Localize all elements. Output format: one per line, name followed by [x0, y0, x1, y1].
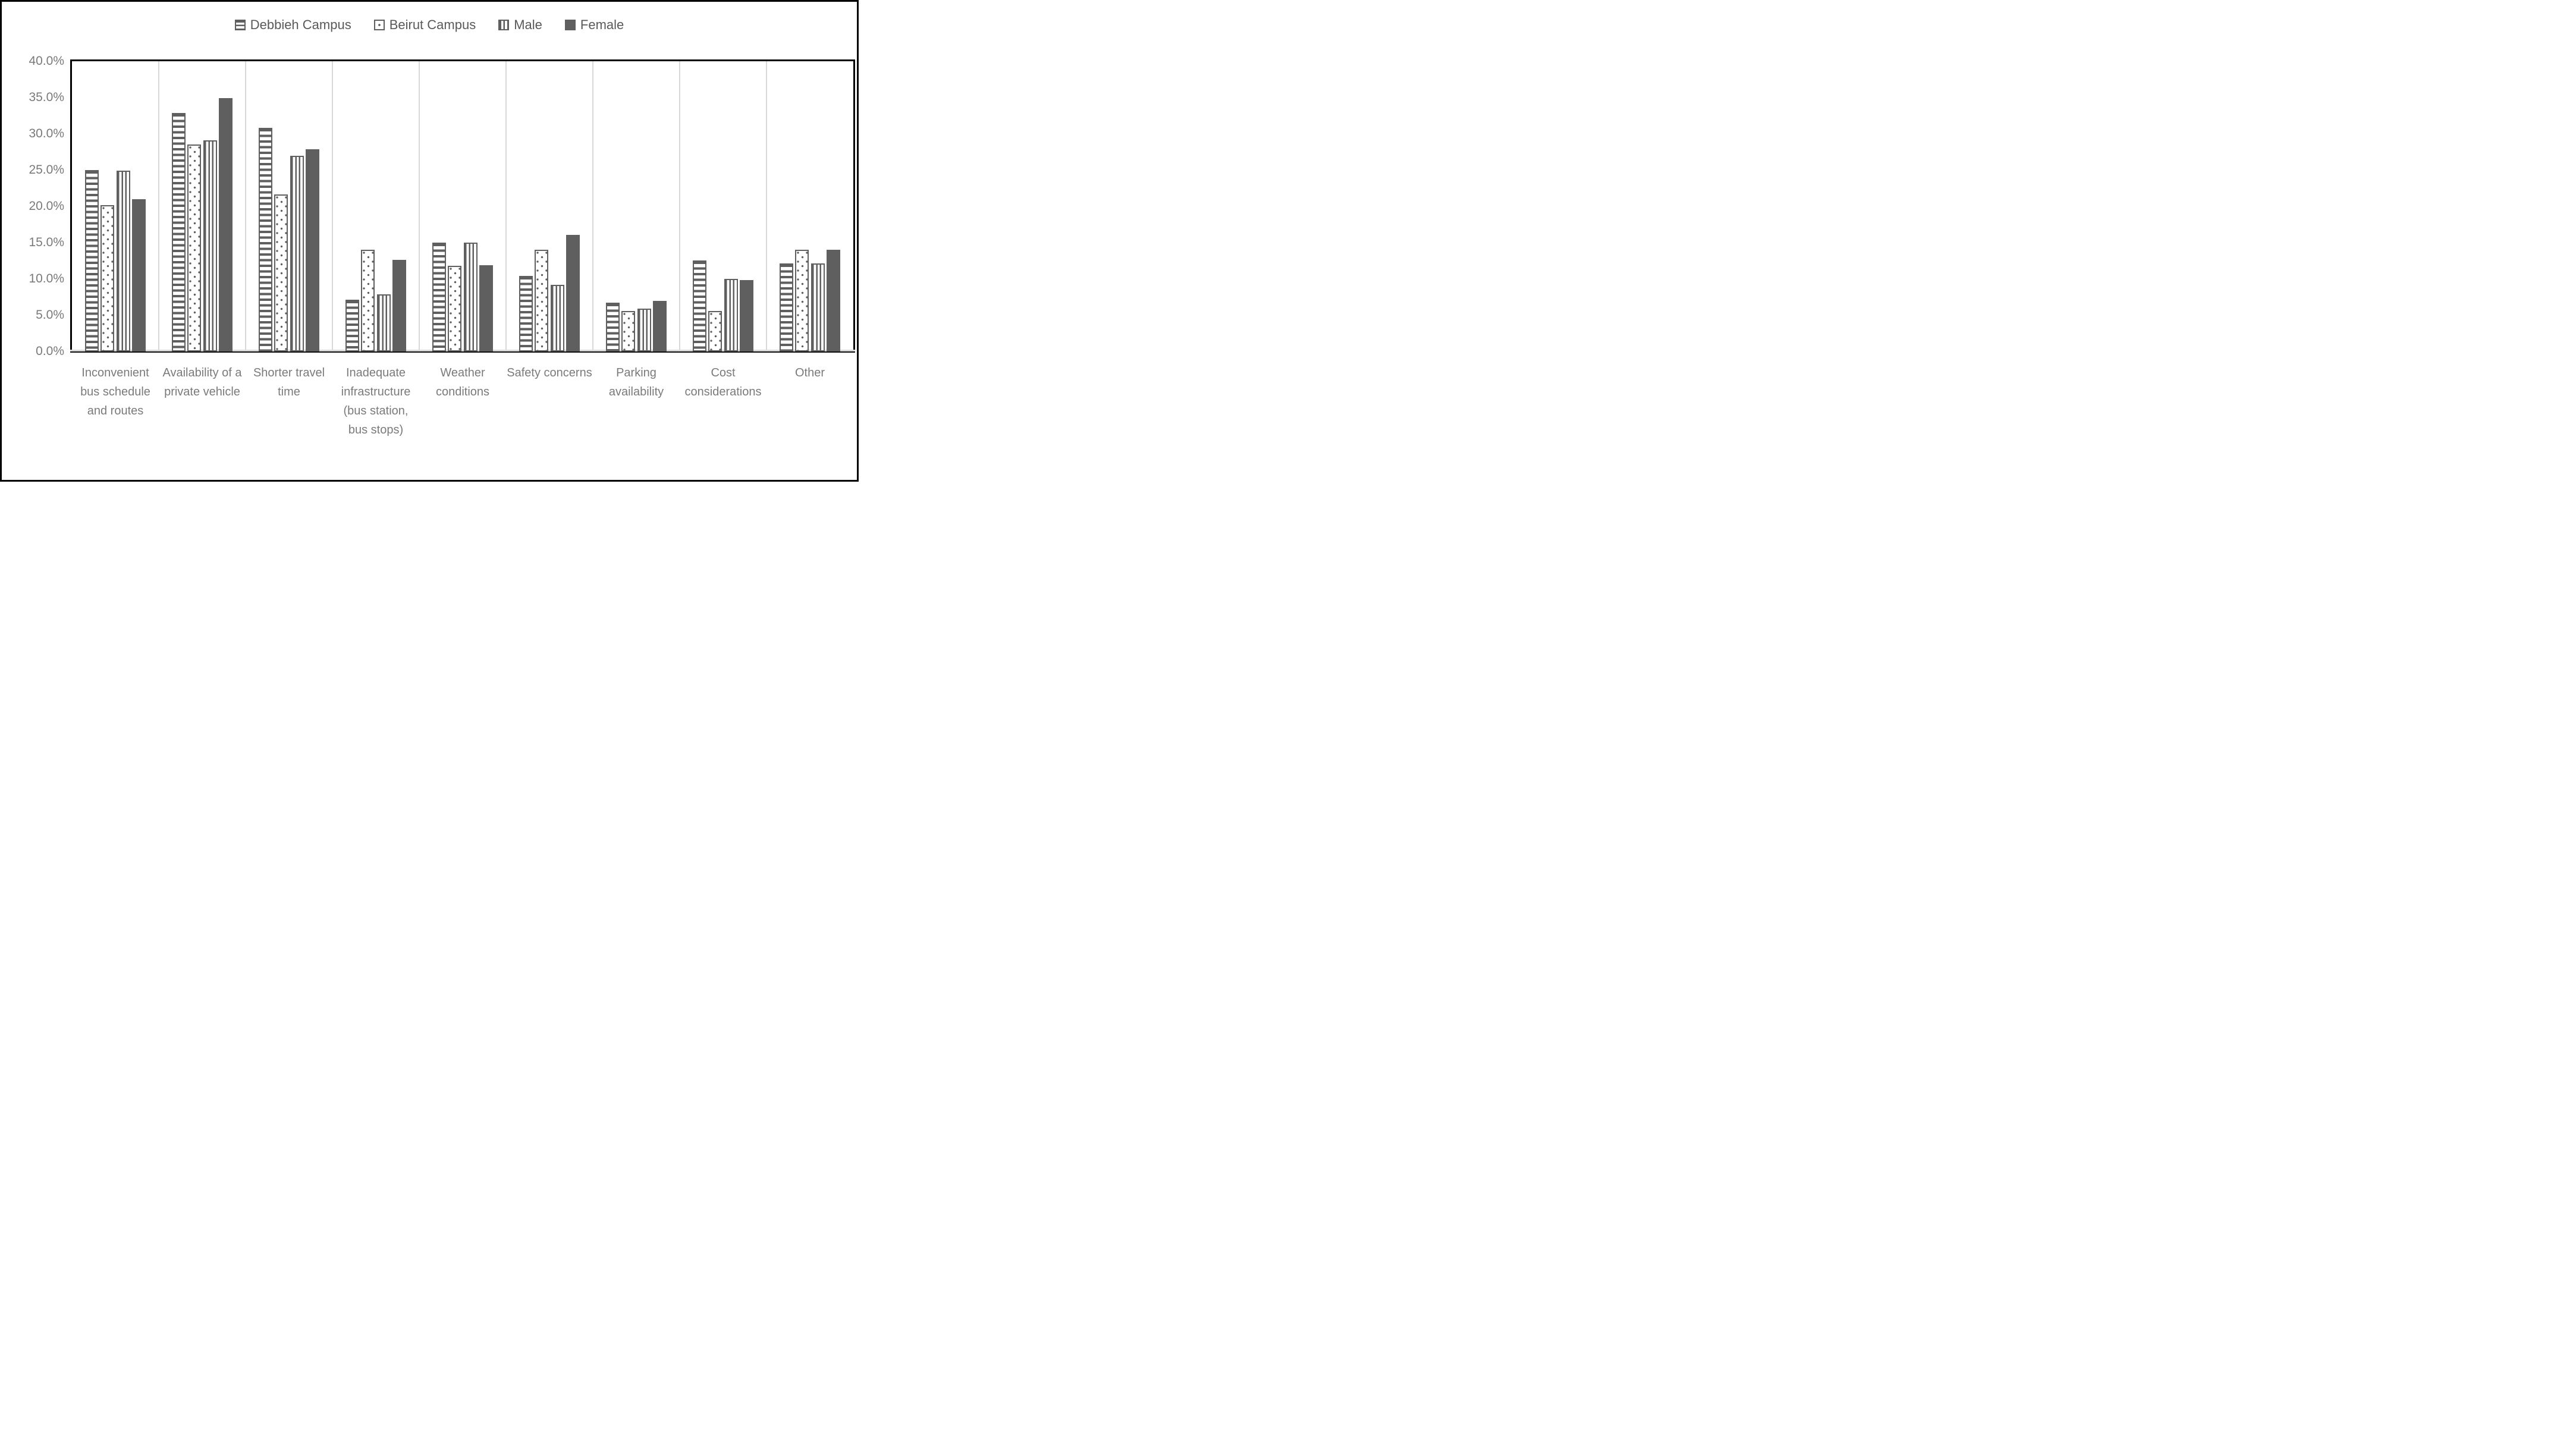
x-category-label: Safety concerns	[507, 366, 592, 379]
bar-beirut-campus-cat9	[795, 250, 809, 351]
bar-beirut-campus-cat4	[361, 250, 375, 351]
bar-female-cat8	[740, 280, 754, 351]
bar-beirut-campus-cat3	[274, 194, 288, 351]
bar-beirut-campus-cat7	[621, 311, 636, 351]
category-separator-gridline	[419, 61, 420, 351]
legend-swatch-icon	[234, 20, 246, 30]
bar-female-cat1	[132, 199, 146, 351]
legend-item-beirut-campus: Beirut Campus	[373, 17, 476, 33]
legend-label: Beirut Campus	[389, 17, 476, 32]
bar-female-cat3	[306, 149, 320, 351]
bar-beirut-campus-cat8	[708, 311, 722, 351]
bar-debbieh-campus-cat9	[779, 263, 793, 351]
x-category-label: Shorter travel time	[253, 366, 325, 398]
bar-debbieh-campus-cat1	[84, 170, 99, 351]
legend-label: Debbieh Campus	[250, 17, 351, 32]
bar-male-cat4	[376, 294, 391, 351]
bar-debbieh-campus-cat2	[171, 113, 186, 351]
bar-male-cat5	[463, 243, 477, 351]
bar-debbieh-campus-cat4	[345, 300, 359, 351]
y-tick-label: 15.0%	[29, 235, 64, 249]
x-category-label: Inadequate infrastructure (bus station, …	[341, 366, 411, 436]
bar-female-cat5	[479, 265, 494, 351]
bar-beirut-campus-cat5	[448, 266, 462, 351]
x-axis-line	[70, 350, 855, 353]
legend: Debbieh Campus Beirut Campus Male Female	[2, 17, 857, 33]
y-tick-label: 20.0%	[29, 199, 64, 213]
legend-item-debbieh-campus: Debbieh Campus	[234, 17, 351, 33]
bar-debbieh-campus-cat3	[258, 128, 272, 351]
x-category-label: Parking availability	[608, 366, 664, 398]
bar-male-cat1	[116, 171, 130, 351]
legend-item-male: Male	[498, 17, 542, 33]
bar-male-cat9	[811, 263, 825, 351]
bar-debbieh-campus-cat8	[692, 260, 706, 351]
bar-female-cat7	[653, 301, 667, 351]
bar-male-cat7	[637, 309, 651, 351]
x-category-label: Other	[794, 366, 825, 379]
bar-beirut-campus-cat6	[535, 250, 549, 351]
bar-male-cat8	[724, 279, 738, 351]
category-separator-gridline	[245, 61, 246, 351]
x-category-label: Cost considerations	[684, 366, 762, 398]
x-category-label: Inconvenient bus schedule and routes	[80, 366, 150, 417]
y-tick-label: 30.0%	[29, 127, 64, 140]
legend-swatch-icon	[373, 20, 385, 30]
category-separator-gridline	[592, 61, 593, 351]
bar-debbieh-campus-cat7	[605, 303, 620, 351]
y-tick-label: 10.0%	[29, 272, 64, 285]
legend-swatch-icon	[564, 20, 576, 30]
category-separator-gridline	[158, 61, 159, 351]
category-separator-gridline	[505, 61, 507, 351]
y-tick-label: 35.0%	[29, 90, 64, 104]
bar-female-cat6	[566, 235, 580, 351]
bar-beirut-campus-cat2	[187, 144, 202, 351]
y-tick-label: 5.0%	[36, 308, 64, 322]
bar-male-cat3	[290, 156, 304, 351]
category-separator-gridline	[332, 61, 333, 351]
legend-swatch-icon	[498, 20, 510, 30]
bar-female-cat9	[827, 250, 841, 351]
y-tick-label: 0.0%	[36, 344, 64, 358]
y-tick-label: 25.0%	[29, 163, 64, 177]
bar-male-cat6	[550, 285, 564, 351]
x-category-label: Availability of a private vehicle	[162, 366, 242, 398]
y-tick-label: 40.0%	[29, 54, 64, 68]
bar-debbieh-campus-cat6	[519, 276, 533, 351]
bar-beirut-campus-cat1	[100, 205, 115, 351]
category-separator-gridline	[679, 61, 680, 351]
x-category-label: Weather conditions	[435, 366, 490, 398]
bar-male-cat2	[203, 140, 217, 351]
plot-area	[70, 59, 855, 353]
bar-debbieh-campus-cat5	[432, 243, 446, 351]
category-separator-gridline	[766, 61, 767, 351]
bar-female-cat2	[219, 98, 233, 351]
legend-label: Female	[580, 17, 624, 32]
bar-female-cat4	[392, 260, 407, 351]
legend-label: Male	[514, 17, 542, 32]
legend-item-female: Female	[564, 17, 624, 33]
chart-figure: Debbieh Campus Beirut Campus Male Female 40…	[0, 0, 859, 482]
